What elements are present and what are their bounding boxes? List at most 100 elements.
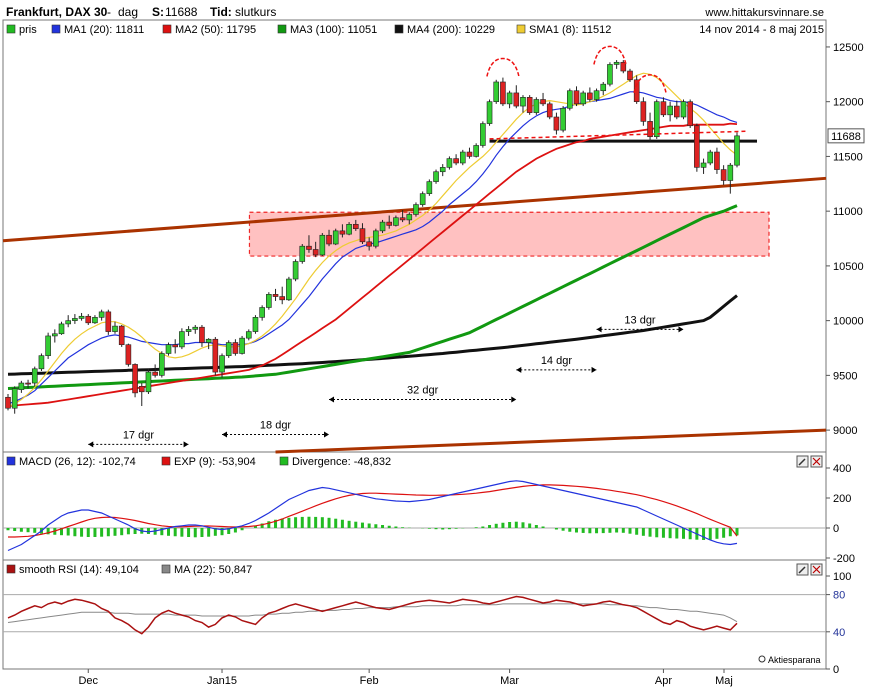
site-url: www.hittakursvinnare.se: [704, 7, 824, 19]
last-price-box: [827, 128, 865, 144]
candle-body: [553, 116, 560, 131]
candle-body: [225, 342, 232, 356]
candle-body: [179, 331, 185, 348]
main-legend-label-1: MA1 (20): 11811: [64, 24, 144, 36]
sma8-line: [7, 72, 738, 408]
candle-body: [38, 355, 45, 370]
candle-body: [279, 296, 286, 301]
duration-label-4: 13 dgr: [624, 314, 656, 326]
candle-body: [647, 121, 653, 138]
macd-legend-label-0: MACD (26, 12): -102,74: [19, 456, 136, 468]
x-tick-label: Apr: [655, 675, 672, 687]
candle-body: [480, 123, 486, 146]
candle-body: [513, 92, 520, 107]
candle-body: [459, 151, 466, 164]
candle-body: [212, 338, 219, 373]
wrench-icon-stroke: [798, 458, 806, 466]
candle-body: [734, 135, 740, 166]
main-legend-label-3: MA3 (100): 11051: [290, 24, 377, 36]
candle-body: [393, 217, 399, 226]
main-legend-swatch-0: [6, 24, 16, 34]
candle-body: [727, 164, 734, 181]
candle-body: [332, 230, 339, 245]
candle-body: [52, 333, 58, 337]
candle-body: [339, 230, 346, 235]
candle-body: [72, 318, 78, 321]
y-tick-label: 9500: [833, 370, 857, 382]
trendline-1: [275, 428, 827, 454]
candle-body: [219, 355, 225, 373]
candle-body: [312, 249, 319, 256]
y-tick-label: 11500: [833, 151, 863, 163]
rsi-legend-swatch-0: [6, 564, 16, 574]
rsi-ma-line: [7, 603, 738, 623]
candle-body: [205, 338, 212, 343]
macd-tick-label: 400: [833, 463, 851, 475]
candle-body: [694, 125, 700, 168]
main-legend-swatch-5: [516, 24, 526, 34]
candle-body: [118, 325, 125, 346]
candle-body: [520, 97, 526, 107]
y-tick-label: 12000: [833, 97, 864, 109]
tid-label: Tid:: [210, 5, 232, 19]
s-value: 11688: [165, 5, 198, 19]
candle-body: [546, 103, 553, 118]
candle-body: [373, 230, 379, 247]
title-separator: -: [107, 5, 111, 19]
close-icon-stroke: [812, 457, 821, 466]
last-price-label: 11688: [831, 131, 861, 143]
candle-body: [5, 396, 11, 409]
candle-body: [453, 158, 459, 164]
candle-body: [506, 92, 513, 105]
credit-icon: [758, 655, 766, 663]
rsi-pane: [2, 559, 827, 670]
candle-body: [239, 337, 245, 354]
candle-body: [500, 81, 506, 105]
credit-label: Aktiesparana: [768, 655, 821, 665]
candle-body: [138, 386, 145, 393]
candle-body: [172, 344, 179, 348]
candle-body: [640, 101, 647, 122]
rsi-tick-label: 100: [833, 571, 851, 583]
y-tick-label: 11000: [833, 206, 863, 218]
candle-body: [486, 101, 493, 124]
candle-body: [386, 221, 393, 226]
candle-body: [580, 92, 586, 105]
candle-body: [245, 331, 252, 339]
y-tick-label: 12500: [833, 42, 864, 54]
candle-body: [613, 61, 620, 65]
macd-legend-swatch-0: [6, 456, 16, 466]
candle-body: [266, 294, 272, 308]
candle-body: [65, 320, 71, 325]
s-label: S:: [152, 5, 164, 19]
candle-body: [299, 245, 306, 262]
macd-legend-swatch-2: [279, 456, 289, 466]
candle-body: [473, 145, 479, 157]
macd-legend-label-2: Divergence: -48,832: [292, 456, 391, 468]
candle-body: [152, 371, 158, 376]
candle-body: [199, 326, 205, 343]
candle-body: [185, 329, 192, 332]
candle-body: [306, 245, 312, 250]
tid-value: slutkurs: [235, 5, 276, 19]
macd-tick-label: 200: [833, 493, 851, 505]
main-legend-swatch-3: [277, 24, 287, 34]
macd-legend-label-1: EXP (9): -53,904: [174, 456, 256, 468]
candle-body: [593, 90, 600, 100]
candle-body: [98, 311, 105, 318]
rsi-legend-label-1: MA (22): 50,847: [174, 564, 252, 576]
macd-pane: [2, 451, 827, 561]
ma100-line: [7, 204, 738, 390]
candle-body: [252, 317, 259, 332]
candle-body: [319, 234, 326, 256]
x-tick-label: Maj: [715, 675, 733, 687]
candle-body: [359, 228, 366, 243]
main-legend-label-4: MA4 (200): 10229: [407, 24, 495, 36]
x-tick-label: Dec: [78, 675, 98, 687]
main-legend-swatch-1: [51, 24, 61, 34]
candle-body: [292, 261, 299, 280]
candle-body: [680, 101, 687, 118]
candle-body: [533, 99, 540, 113]
